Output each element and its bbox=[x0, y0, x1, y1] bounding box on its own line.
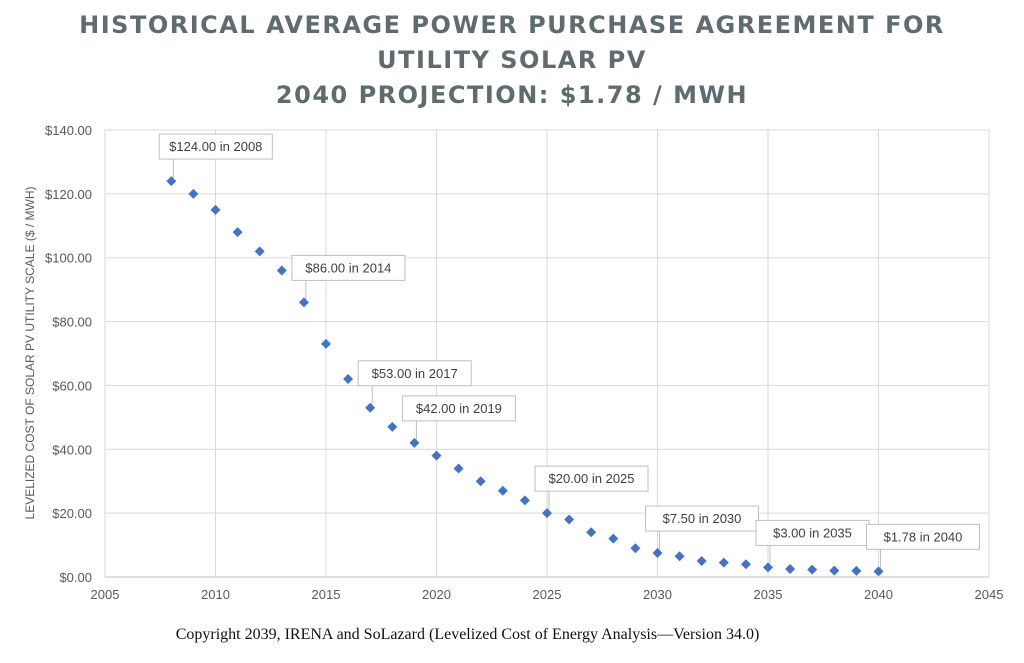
data-point bbox=[232, 227, 243, 238]
data-point bbox=[696, 556, 707, 567]
x-tick-label: 2030 bbox=[643, 587, 672, 602]
y-tick-label: $60.00 bbox=[52, 378, 92, 393]
callout-label: $1.78 in 2040 bbox=[884, 529, 963, 544]
callout-label: $124.00 in 2008 bbox=[169, 139, 262, 154]
data-point bbox=[608, 533, 619, 544]
callout-box bbox=[401, 395, 516, 422]
data-point bbox=[321, 338, 331, 349]
data-point bbox=[210, 204, 221, 215]
data-point bbox=[166, 176, 177, 187]
data-point bbox=[542, 508, 552, 519]
data-point bbox=[188, 188, 199, 199]
data-points bbox=[166, 176, 884, 577]
x-axis-tick-labels: 2005 2010 2015 2020 2025 2030 2035 2040 2045 bbox=[91, 587, 1004, 602]
data-point bbox=[851, 565, 862, 576]
callout-leader-lines bbox=[172, 159, 881, 569]
callout-label: $42.00 in 2019 bbox=[416, 401, 502, 416]
x-tick-label: 2005 bbox=[91, 587, 120, 602]
data-point bbox=[343, 374, 354, 385]
y-tick-label: $100.00 bbox=[45, 251, 92, 266]
data-point bbox=[829, 565, 840, 576]
x-tick-label: 2010 bbox=[201, 587, 230, 602]
data-point bbox=[740, 559, 751, 570]
data-point bbox=[718, 557, 729, 568]
callout-label: $86.00 in 2014 bbox=[305, 260, 391, 275]
data-point bbox=[785, 564, 796, 575]
data-point bbox=[630, 543, 641, 554]
callout-label: $53.00 in 2017 bbox=[372, 366, 458, 381]
callout-box bbox=[534, 465, 649, 492]
chart-title-line-1: HISTORICAL AVERAGE POWER PURCHASE AGREEM… bbox=[79, 11, 945, 39]
x-tick-label: 2035 bbox=[754, 587, 783, 602]
data-point bbox=[873, 566, 884, 577]
data-point bbox=[497, 485, 508, 496]
data-point bbox=[409, 437, 420, 448]
data-point bbox=[475, 476, 486, 487]
data-point bbox=[453, 463, 464, 474]
data-point bbox=[674, 551, 685, 562]
data-point bbox=[652, 548, 663, 559]
data-point bbox=[387, 421, 398, 432]
callout-box bbox=[357, 360, 472, 387]
data-point bbox=[564, 514, 575, 525]
gridlines bbox=[104, 129, 990, 578]
callout-label: $7.50 in 2030 bbox=[663, 511, 742, 526]
y-tick-label: $120.00 bbox=[45, 187, 92, 202]
data-point bbox=[276, 265, 287, 276]
data-point bbox=[298, 297, 309, 308]
chart-title-line-2: UTILITY SOLAR PV bbox=[377, 46, 647, 74]
callout-box bbox=[291, 254, 406, 281]
x-tick-label: 2020 bbox=[422, 587, 451, 602]
callout-box bbox=[645, 505, 759, 532]
x-tick-label: 2025 bbox=[533, 587, 562, 602]
chart-title-line-3: 2040 PROJECTION: $1.78 / MWH bbox=[275, 81, 749, 109]
copyright-footer: Copyright 2039, IRENA and SoLazard (Leve… bbox=[175, 626, 760, 643]
data-point bbox=[807, 564, 818, 575]
y-axis-tick-labels: $0.00 $20.00 $40.00 $60.00 $80.00 $100.00 $120… bbox=[45, 123, 92, 585]
x-tick-label: 2015 bbox=[312, 587, 341, 602]
callout-box bbox=[755, 519, 870, 546]
data-point bbox=[365, 402, 376, 413]
callout-label: $3.00 in 2035 bbox=[773, 525, 852, 540]
x-tick-label: 2045 bbox=[975, 587, 1004, 602]
data-point bbox=[431, 450, 442, 461]
data-point bbox=[586, 527, 597, 538]
data-point bbox=[254, 246, 265, 257]
y-axis-title: LEVELIZED COST OF SOLAR PV UTILITY SCALE… bbox=[23, 187, 37, 520]
callout-box bbox=[866, 523, 980, 550]
x-tick-label: 2040 bbox=[864, 587, 893, 602]
callout-label: $20.00 in 2025 bbox=[548, 471, 634, 486]
callout-box bbox=[158, 133, 273, 160]
y-tick-label: $0.00 bbox=[59, 570, 92, 585]
y-tick-label: $20.00 bbox=[52, 506, 92, 521]
chart-title: HISTORICAL AVERAGE POWER PURCHASE AGREEM… bbox=[0, 8, 1024, 113]
data-point bbox=[763, 562, 773, 573]
y-tick-label: $40.00 bbox=[52, 442, 92, 457]
data-point bbox=[519, 495, 530, 506]
y-tick-label: $140.00 bbox=[45, 123, 92, 138]
y-tick-label: $80.00 bbox=[52, 315, 92, 330]
data-callouts: $124.00 in 2008 $86.00 in 2014 $53.00 in 2… bbox=[158, 133, 980, 550]
